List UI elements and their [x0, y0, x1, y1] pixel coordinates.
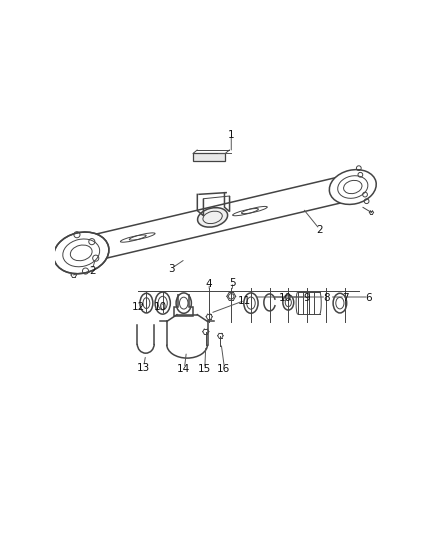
Text: 16: 16 [217, 364, 230, 374]
Text: 4: 4 [206, 279, 212, 289]
Text: 2: 2 [89, 266, 95, 276]
Text: 1: 1 [228, 130, 235, 140]
Text: 11: 11 [238, 296, 251, 306]
Text: 7: 7 [342, 293, 348, 303]
Text: 14: 14 [177, 364, 191, 374]
Ellipse shape [53, 232, 109, 274]
Text: 2: 2 [316, 225, 323, 235]
Text: 13: 13 [136, 362, 150, 373]
Text: 10: 10 [279, 293, 292, 303]
Text: 10: 10 [153, 302, 166, 311]
Text: 5: 5 [230, 278, 236, 288]
Ellipse shape [198, 208, 228, 227]
Text: 8: 8 [323, 293, 330, 303]
Text: 3: 3 [169, 264, 175, 274]
Text: 15: 15 [198, 364, 211, 374]
Text: 9: 9 [303, 293, 310, 303]
Text: 12: 12 [132, 302, 145, 311]
Ellipse shape [329, 169, 376, 205]
Text: 6: 6 [365, 293, 372, 303]
FancyBboxPatch shape [193, 154, 225, 161]
